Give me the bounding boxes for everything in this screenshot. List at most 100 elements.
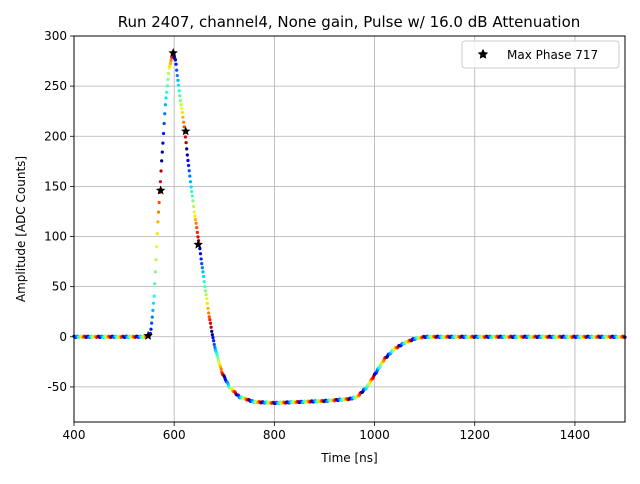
waveform-point [195,230,199,234]
plot-frame [73,35,626,423]
waveform-point [192,210,196,214]
waveform-point [178,98,183,103]
waveform-point [149,327,153,331]
waveform-point [215,353,219,358]
waveform-point [178,94,182,98]
waveform-point [182,125,186,129]
waveform-point [212,339,216,343]
waveform-point [160,159,164,163]
waveform-point [153,270,157,274]
waveform-point [161,131,166,136]
waveform-point [162,121,166,126]
chart-title: Run 2407, channel4, None gain, Pulse w/ … [118,13,581,31]
waveform-point [179,103,183,107]
x-tick-label: 1000 [359,428,390,442]
waveform-point [210,329,214,333]
waveform-point [188,174,192,178]
waveform-point [211,336,215,340]
waveform-point [166,77,170,82]
waveform-point [202,280,206,284]
waveform-point [207,315,211,319]
x-tick-label: 400 [63,428,86,442]
waveform-point [194,221,198,225]
y-tick-label: -50 [47,380,67,394]
waveform-point [185,147,189,151]
waveform-point [154,258,158,262]
waveform-point [159,169,163,173]
waveform-point [181,115,185,119]
waveform-point [191,204,196,209]
waveform-point [187,169,191,173]
waveform-point [160,150,164,154]
waveform-point [207,311,211,315]
waveform-point [176,78,180,82]
waveform-point [176,83,181,87]
waveform-point [218,365,223,369]
waveform-point [190,189,194,194]
x-axis-ticks: 400 600 800 1000 1200 1400 [63,422,591,442]
waveform-point [216,356,220,360]
waveform-point [177,89,181,93]
waveform-point [155,232,159,236]
y-tick-label: 0 [59,330,67,344]
waveform-point [175,73,179,78]
max-phase-markers [143,48,203,340]
waveform-point [193,214,197,218]
waveform-point [150,315,154,319]
waveform-point [190,194,194,198]
x-tick-label: 1200 [459,428,490,442]
waveform-point [205,301,209,305]
waveform-point [184,141,188,145]
waveform-point [166,71,171,76]
waveform-point [156,220,160,224]
waveform-point [203,285,207,289]
y-tick-label: 50 [52,280,67,294]
waveform-point [201,270,205,274]
waveform-point [173,58,178,62]
x-tick-label: 1400 [560,428,591,442]
legend-label: Max Phase 717 [507,48,598,62]
max-phase-star-marker [143,330,153,340]
waveform-point [150,321,154,325]
y-tick-label: 250 [44,79,67,93]
waveform-point [164,96,168,100]
waveform-point [213,345,217,349]
waveform-point [205,296,209,301]
x-tick-label: 800 [263,428,286,442]
legend: Max Phase 717 [461,40,620,69]
waveform-point [165,90,169,94]
waveform-point [168,64,172,68]
max-phase-star-marker [155,185,166,195]
y-tick-label: 150 [44,179,67,193]
waveform-point [168,61,173,66]
waveform-point [212,342,216,347]
max-phase-star-marker [193,239,203,249]
waveform-point [209,325,213,329]
waveform-point [202,274,206,279]
waveform-point [163,112,167,116]
waveform-point [161,141,165,145]
waveform-point [155,245,159,249]
y-tick-label: 200 [44,129,67,143]
waveform-point [174,62,178,66]
waveform-point [151,301,156,305]
waveform-point [204,292,208,297]
y-axis-ticks: -50 0 50 100 150 200 250 300 [44,29,74,394]
waveform-point [153,282,157,286]
waveform-point [180,106,184,110]
x-tick-label: 600 [163,428,186,442]
x-axis-label: Time [ns] [320,451,377,465]
max-phase-star-marker [168,48,178,58]
waveform-point [191,199,195,203]
waveform-point [188,180,193,184]
waveform-point [163,103,168,107]
max-phase-star-marker [180,126,191,136]
waveform-point [200,266,204,270]
waveform-point [219,367,223,371]
waveform-point [175,68,179,72]
waveform-point [180,110,184,115]
waveform-point [183,135,188,139]
waveform-point [206,306,210,310]
